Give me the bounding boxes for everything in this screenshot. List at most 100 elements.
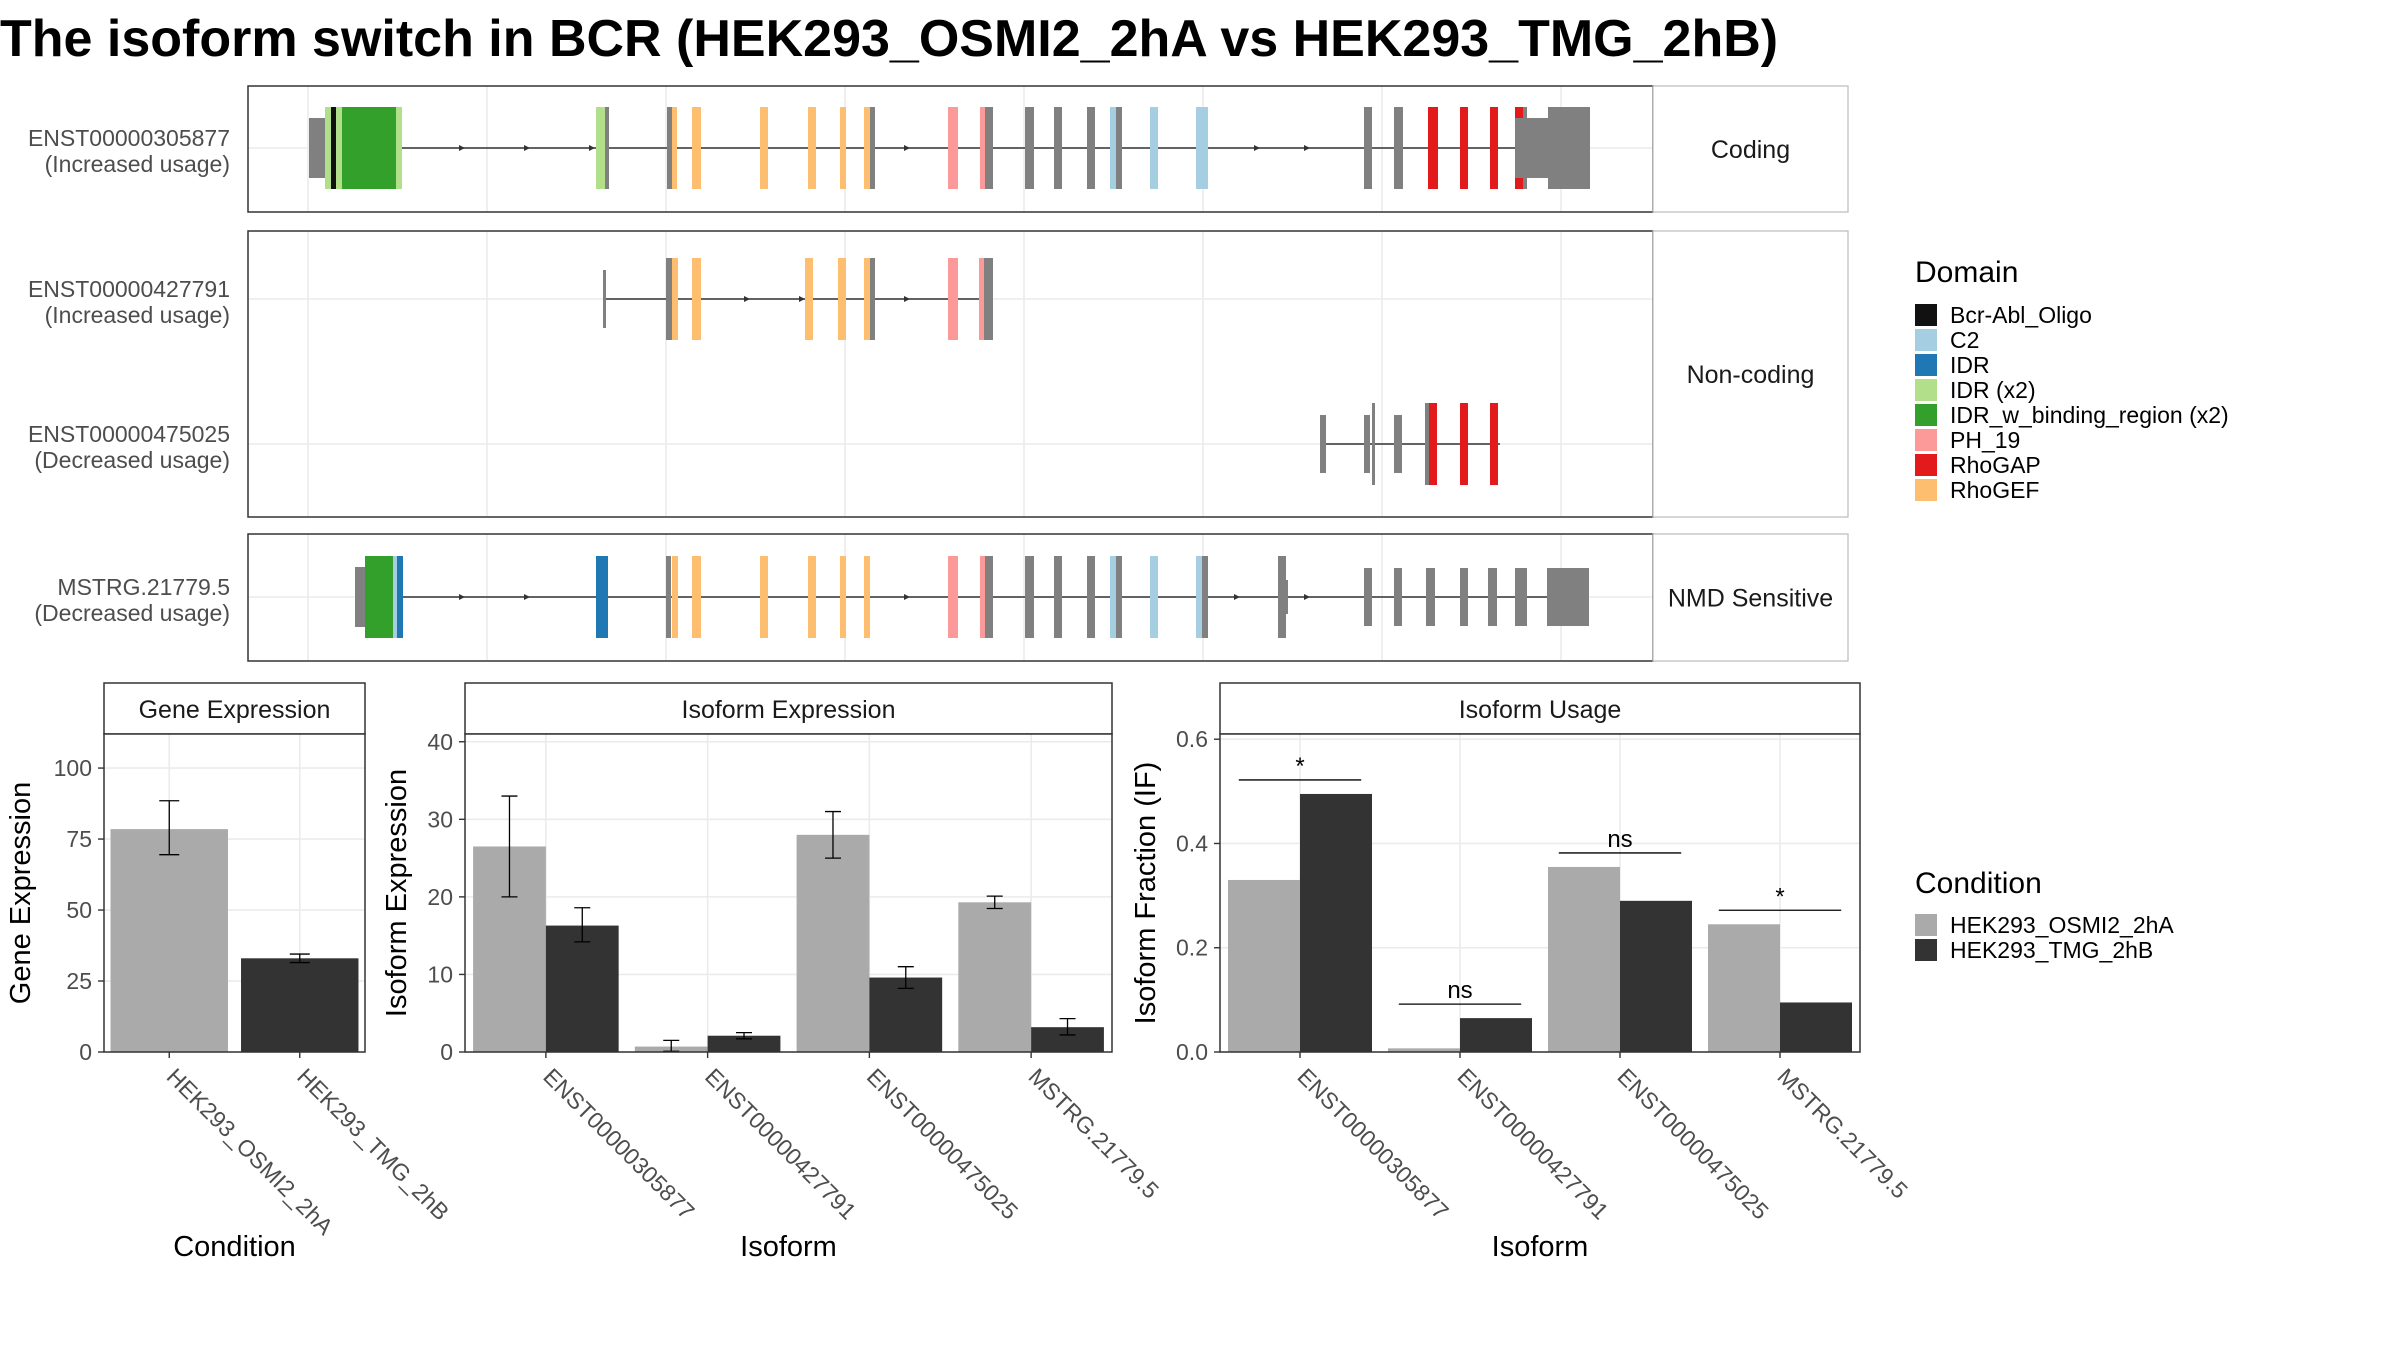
exon xyxy=(1425,403,1429,485)
y-axis-title: Isoform Fraction (IF) xyxy=(1130,762,1162,1025)
legend-condition-label: HEK293_TMG_2hB xyxy=(1950,937,2153,963)
transcript-label: ENST00000475025 xyxy=(28,421,230,447)
exon xyxy=(1110,107,1116,189)
bar xyxy=(1708,924,1780,1052)
exon xyxy=(948,107,958,189)
exon xyxy=(605,107,609,189)
y-tick-label: 0 xyxy=(79,1039,92,1065)
exon xyxy=(396,107,402,189)
exon xyxy=(948,258,958,340)
intron-arrow xyxy=(904,145,910,151)
exon xyxy=(1394,415,1402,473)
transcript-label: ENST00000305877 xyxy=(28,125,230,151)
intron-arrow xyxy=(589,145,595,151)
exon xyxy=(808,556,816,638)
exon xyxy=(870,107,875,189)
intron-arrow xyxy=(1254,145,1260,151)
exon xyxy=(1555,107,1590,189)
x-tick-label: MSTRG.21779.5 xyxy=(1024,1063,1164,1203)
exon xyxy=(325,107,333,189)
facet-strip-label: NMD Sensitive xyxy=(1668,585,1833,613)
legend-domain-label: Bcr-Abl_Oligo xyxy=(1950,302,2092,328)
y-tick-label: 100 xyxy=(54,755,92,781)
x-axis-title: Isoform xyxy=(740,1231,837,1263)
transcript-label: MSTRG.21779.5 xyxy=(57,574,230,600)
transcript-usage-label: (Decreased usage) xyxy=(34,447,230,473)
intron-arrow xyxy=(904,296,910,302)
legend-condition-title: Condition xyxy=(1915,867,2042,900)
bar xyxy=(1620,900,1692,1052)
exon xyxy=(1202,556,1208,638)
exon xyxy=(805,258,813,340)
figure-title: The isoform switch in BCR (HEK293_OSMI2_… xyxy=(0,10,1778,68)
exon xyxy=(980,556,985,638)
chart-plot-border xyxy=(1219,733,1861,1053)
exon xyxy=(1364,415,1370,473)
x-tick-label: ENST00000475025 xyxy=(862,1063,1023,1224)
exon xyxy=(667,107,672,189)
transcript-usage-label: (Increased usage) xyxy=(45,302,230,328)
legend-condition-key xyxy=(1915,939,1937,961)
exon xyxy=(1116,107,1122,189)
exon xyxy=(1460,403,1468,485)
bar xyxy=(1548,866,1620,1052)
x-tick-label: ENST00000427791 xyxy=(1452,1063,1613,1224)
exon xyxy=(1460,568,1468,626)
bar xyxy=(1780,1002,1852,1052)
chart-strip xyxy=(103,682,366,735)
exon xyxy=(1025,107,1034,189)
legend-domain-label: RhoGAP xyxy=(1950,452,2041,478)
transcript-label: ENST00000427791 xyxy=(28,276,230,302)
x-tick-label: ENST00000305877 xyxy=(538,1063,699,1224)
exon xyxy=(1426,568,1435,626)
exon xyxy=(342,107,402,189)
exon xyxy=(1116,556,1122,638)
y-axis-title: Isoform Expression xyxy=(381,769,413,1017)
significance-label: ns xyxy=(1447,977,1472,1004)
y-tick-label: 0.6 xyxy=(1176,726,1208,752)
intron-arrow xyxy=(799,296,805,302)
exon xyxy=(1196,556,1202,638)
exon xyxy=(1054,556,1062,638)
significance-label: * xyxy=(1775,883,1784,910)
chart-strip xyxy=(1219,682,1861,735)
exon xyxy=(1320,415,1326,473)
exon xyxy=(1394,107,1403,189)
legend-domain-key xyxy=(1915,479,1937,501)
exon xyxy=(1025,556,1034,638)
legend-domain-key xyxy=(1915,304,1937,326)
bar xyxy=(707,1035,781,1052)
exon xyxy=(331,107,336,189)
legend-domain-key xyxy=(1915,379,1937,401)
intron-arrow xyxy=(744,296,750,302)
exon xyxy=(1547,568,1589,626)
legend-domain-label: IDR (x2) xyxy=(1950,377,2036,403)
legend-domain-label: IDR xyxy=(1950,352,1990,378)
exon xyxy=(355,567,367,627)
facet-strip xyxy=(1652,230,1849,518)
exon xyxy=(1110,556,1116,638)
y-tick-label: 30 xyxy=(427,806,453,832)
exon xyxy=(1196,107,1208,189)
chart-plot-border xyxy=(103,733,366,1053)
exon xyxy=(980,107,985,189)
exon xyxy=(596,556,608,638)
exon xyxy=(1278,556,1286,638)
exon xyxy=(1460,107,1468,189)
exon xyxy=(864,556,870,638)
facet-strip-label: Non-coding xyxy=(1687,361,1815,389)
chart-title: Gene Expression xyxy=(139,696,331,724)
intron-arrow xyxy=(1304,145,1310,151)
intron-arrow xyxy=(459,594,465,600)
exon xyxy=(948,556,958,638)
exon xyxy=(1394,568,1402,626)
x-tick-label: MSTRG.21779.5 xyxy=(1772,1063,1912,1203)
x-axis-title: Isoform xyxy=(1492,1231,1589,1263)
legend-domain-key xyxy=(1915,454,1937,476)
exon xyxy=(1364,568,1372,626)
bar xyxy=(869,977,943,1052)
legend-domain-label: PH_19 xyxy=(1950,427,2020,453)
x-tick-label: ENST00000427791 xyxy=(700,1063,861,1224)
y-tick-label: 0.4 xyxy=(1176,830,1208,856)
exon xyxy=(979,258,984,340)
